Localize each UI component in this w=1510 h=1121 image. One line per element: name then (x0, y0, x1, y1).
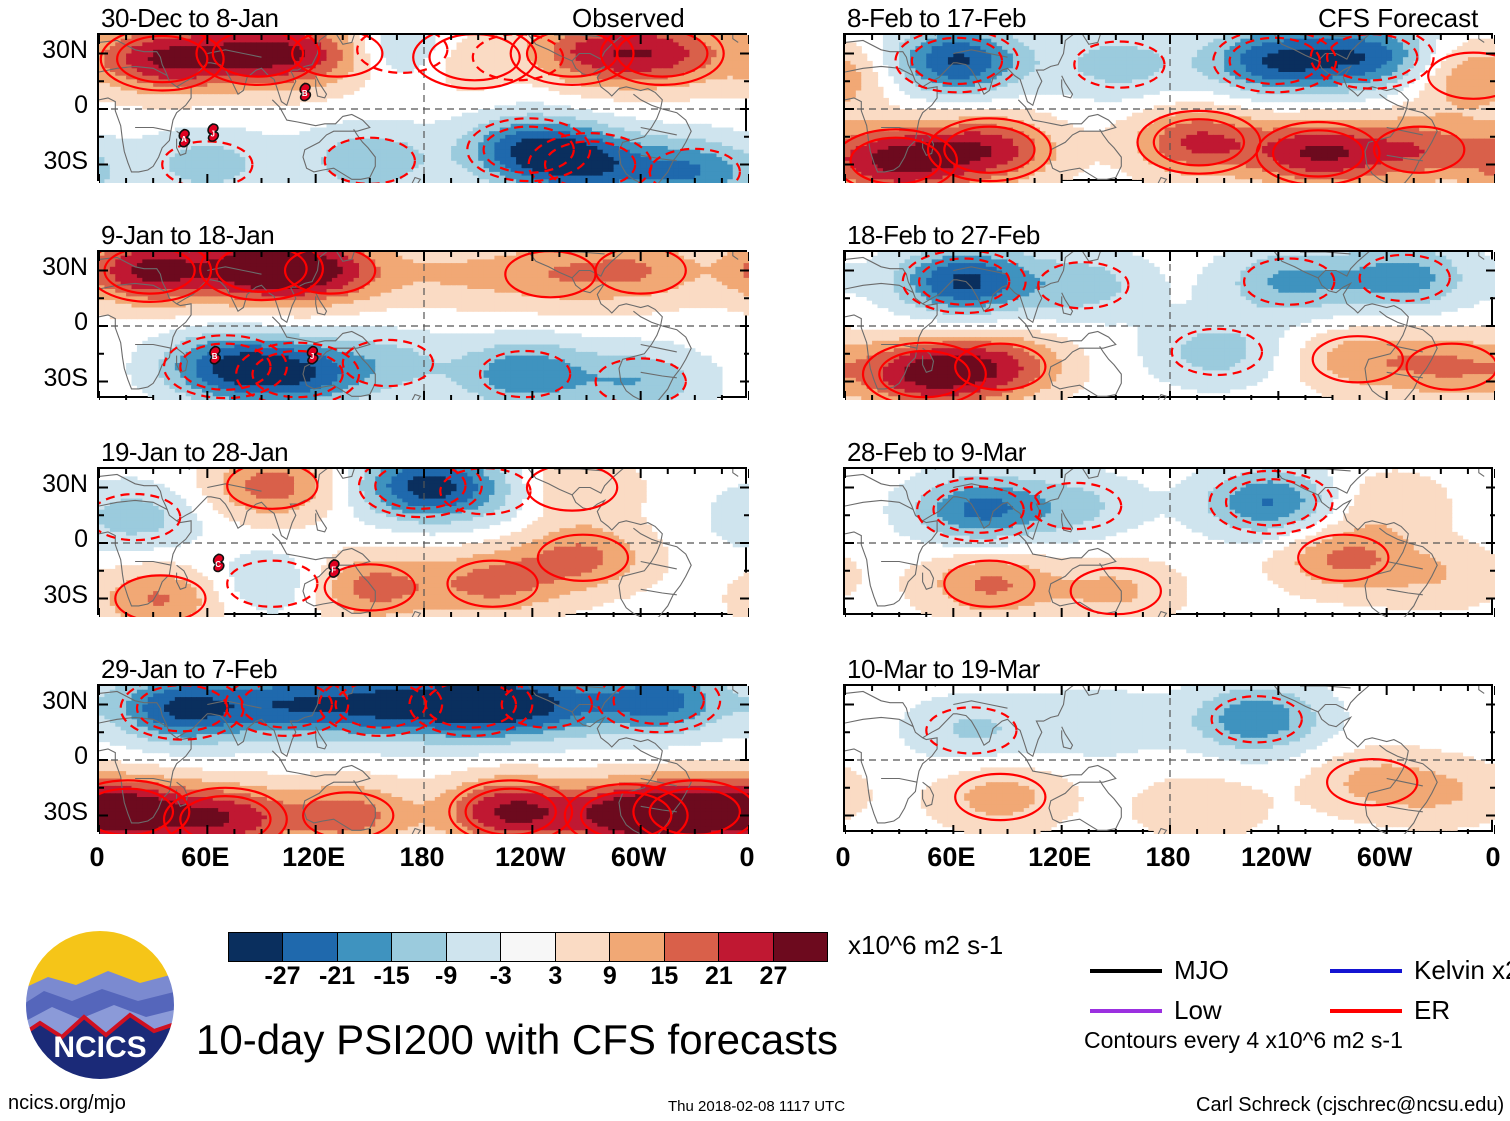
map-panel (97, 684, 749, 834)
colorbar-swatch (610, 933, 665, 961)
x-axis-tick-label: 60W (599, 842, 679, 873)
colorbar-units: x10^6 m2 s-1 (848, 930, 1003, 961)
column-kind-label: CFS Forecast (1318, 3, 1478, 34)
x-axis-tick-label: 180 (1128, 842, 1208, 873)
legend-label: MJO (1174, 955, 1229, 986)
y-axis-tick-label: 30N (2, 253, 88, 282)
map-panel (843, 684, 1495, 834)
main-title: 10-day PSI200 with CFS forecasts (196, 1016, 838, 1064)
svg-text:J: J (210, 130, 214, 139)
colorbar-tick-label: -21 (307, 962, 367, 991)
colorbar-swatch (501, 933, 556, 961)
site-url[interactable]: ncics.org/mjo (8, 1092, 126, 1115)
panel-title: 18-Feb to 27-Feb (847, 220, 1040, 251)
timestamp: Thu 2018-02-08 1117 UTC (668, 1098, 845, 1115)
legend-line-kelvin-x2 (1330, 969, 1402, 973)
storm-marker: J (207, 123, 220, 142)
x-axis-tick-label: 0 (57, 842, 137, 873)
colorbar-swatch (283, 933, 338, 961)
colorbar-tick-label: 9 (580, 962, 640, 991)
x-axis-tick-label: 60E (911, 842, 991, 873)
y-axis-tick-label: 0 (2, 525, 88, 554)
colorbar-tick-label: 3 (525, 962, 585, 991)
map-panel (843, 33, 1495, 183)
panel-title: 10-Mar to 19-Mar (847, 654, 1040, 685)
legend-label: Kelvin x2 (1414, 955, 1510, 986)
map-panel: A J B (97, 33, 749, 183)
column-kind-label: Observed (572, 3, 685, 34)
storm-marker: A (178, 128, 191, 148)
author-credit: Carl Schreck (cjschrec@ncsu.edu) (1196, 1094, 1504, 1117)
colorbar-swatch (337, 933, 393, 961)
colorbar-swatch (773, 933, 827, 961)
legend-line-er (1330, 1009, 1402, 1013)
colorbar-tick-label: 27 (743, 962, 803, 991)
colorbar-swatch (555, 933, 611, 961)
storm-marker: C (212, 553, 225, 573)
colorbar-swatch (446, 933, 502, 961)
panel-title: 29-Jan to 7-Feb (101, 654, 278, 685)
panel-title: 30-Dec to 8-Jan (101, 3, 279, 34)
x-axis-tick-label: 120W (490, 842, 570, 873)
y-axis-tick-label: 30N (2, 36, 88, 65)
storm-marker: B (209, 345, 222, 365)
y-axis-tick-label: 30S (2, 364, 88, 393)
contour-note: Contours every 4 x10^6 m2 s-1 (1084, 1027, 1403, 1054)
x-axis-tick-label: 120W (1236, 842, 1316, 873)
x-axis-tick-label: 0 (803, 842, 883, 873)
y-axis-tick-label: 30S (2, 147, 88, 176)
y-axis-tick-label: 30S (2, 581, 88, 610)
svg-text:B: B (302, 89, 308, 98)
legend-line-low (1090, 1009, 1162, 1013)
legend-label: ER (1414, 995, 1450, 1026)
y-axis-tick-label: 0 (2, 308, 88, 337)
colorbar-tick-label: -15 (362, 962, 422, 991)
y-axis-tick-label: 30N (2, 687, 88, 716)
panel-title: 8-Feb to 17-Feb (847, 3, 1026, 34)
panel-title: 28-Feb to 9-Mar (847, 437, 1026, 468)
map-panel (843, 250, 1495, 400)
x-axis-tick-label: 0 (1453, 842, 1510, 873)
storm-marker: B (299, 82, 312, 102)
colorbar-tick-label: 15 (634, 962, 694, 991)
colorbar-swatch (392, 933, 447, 961)
ncics-logo[interactable]: NCICS (22, 927, 178, 1083)
y-axis-tick-label: 30N (2, 470, 88, 499)
x-axis-tick-label: 60E (165, 842, 245, 873)
storm-marker: J (306, 345, 319, 365)
colorbar-tick-label: -9 (416, 962, 476, 991)
colorbar-tick-label: 21 (689, 962, 749, 991)
x-axis-tick-label: 120E (1020, 842, 1100, 873)
colorbar-swatch (664, 933, 720, 961)
x-axis-tick-label: 120E (274, 842, 354, 873)
y-axis-tick-label: 0 (2, 742, 88, 771)
panel-title: 19-Jan to 28-Jan (101, 437, 289, 468)
map-panel (843, 467, 1495, 617)
y-axis-tick-label: 30S (2, 798, 88, 827)
colorbar (228, 932, 828, 962)
x-axis-tick-label: 0 (707, 842, 787, 873)
x-axis-tick-label: 60W (1345, 842, 1425, 873)
colorbar-swatch (229, 933, 284, 961)
storm-marker: F (328, 559, 341, 578)
colorbar-swatch (719, 933, 774, 961)
legend-line-mjo (1090, 969, 1162, 973)
logo-text: NCICS (53, 1031, 146, 1064)
x-axis-tick-label: 180 (382, 842, 462, 873)
legend-label: Low (1174, 995, 1222, 1026)
colorbar-tick-label: -27 (253, 962, 313, 991)
svg-text:A: A (181, 135, 187, 144)
colorbar-tick-label: -3 (471, 962, 531, 991)
y-axis-tick-label: 0 (2, 91, 88, 120)
panel-title: 9-Jan to 18-Jan (101, 220, 275, 251)
